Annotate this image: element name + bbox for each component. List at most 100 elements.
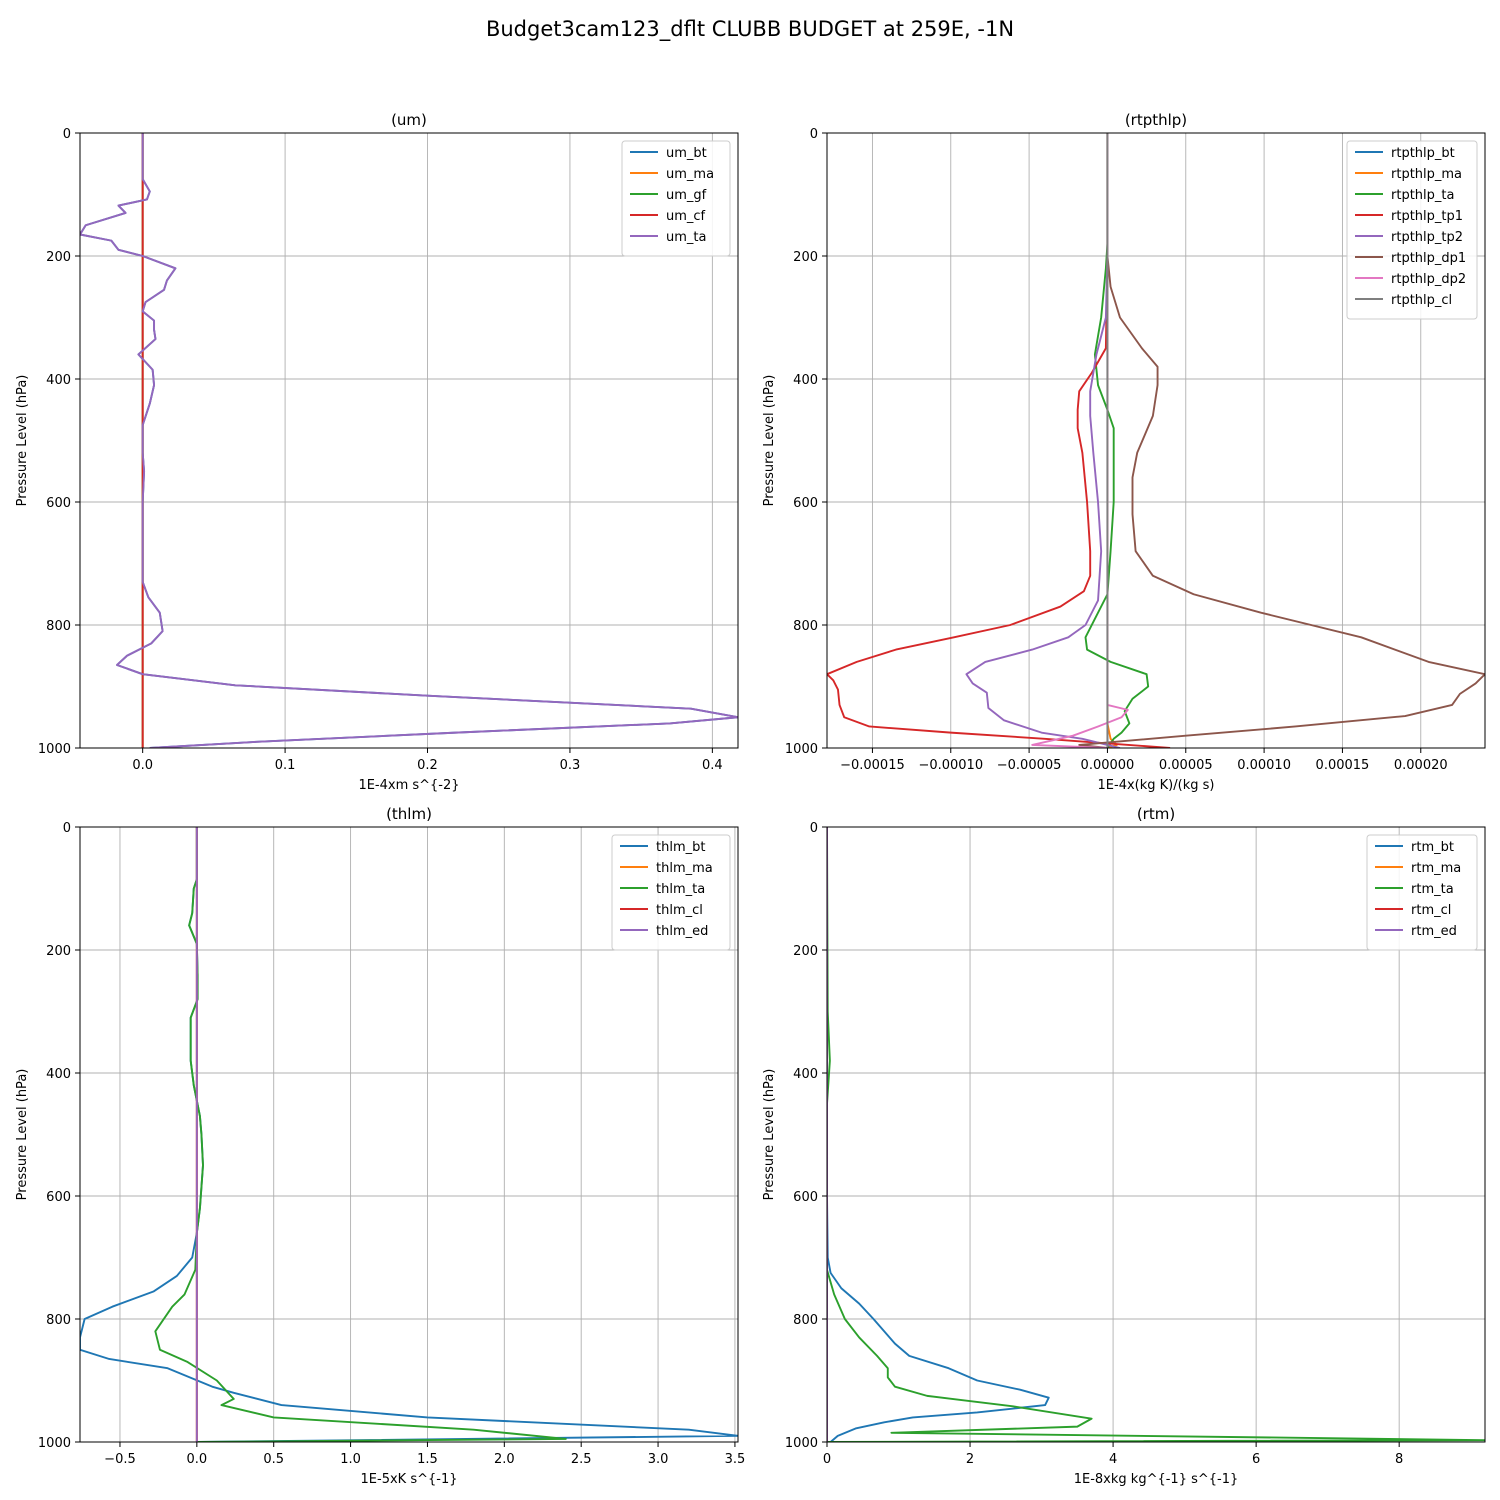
legend-label-rtm_cl: rtm_cl [1411, 903, 1451, 918]
legend-label-rtpthlp_tp1: rtpthlp_tp1 [1391, 209, 1463, 224]
series-lines [80, 133, 738, 748]
legend-box [1366, 834, 1478, 951]
legend-label-rtpthlp_cl: rtpthlp_cl [1391, 293, 1452, 308]
y-tick-label: 400 [46, 1067, 71, 1082]
legend-label-um_cf: um_cf [666, 209, 706, 224]
subplot-title: (thlm) [386, 805, 432, 823]
y-tick-label: 600 [46, 496, 71, 511]
figure-title: Budget3cam123_dflt CLUBB BUDGET at 259E,… [486, 17, 1014, 42]
series-line-rtpthlp_tp1 [827, 133, 1171, 748]
y-axis-label: Pressure Level (hPa) [762, 1069, 777, 1201]
legend-label-rtpthlp_dp1: rtpthlp_dp1 [1391, 251, 1466, 266]
series-line-rtpthlp_tp2 [965, 133, 1121, 748]
legend-label-thlm_cl: thlm_cl [656, 903, 703, 918]
legend-label-rtm_ed: rtm_ed [1411, 924, 1457, 939]
series-lines [827, 827, 1485, 1442]
y-axis-label: Pressure Level (hPa) [15, 375, 30, 507]
x-tick-label: 0.5 [263, 1452, 284, 1467]
legend: thlm_bt thlm_ma thlm_ta thlm_cl thlm_ed [611, 834, 731, 951]
legend-box [1346, 140, 1478, 320]
y-tick-label: 600 [46, 1190, 71, 1205]
x-tick-label: −0.00015 [840, 758, 905, 773]
y-tick-label: 800 [793, 1313, 818, 1328]
legend-label-rtpthlp_ta: rtpthlp_ta [1391, 188, 1454, 203]
x-tick-label: 6 [1252, 1452, 1260, 1467]
x-tick-label: −0.5 [104, 1452, 136, 1467]
legend-label-um_ma: um_ma [666, 167, 714, 182]
legend: um_bt um_ma um_gf um_cf um_ta [621, 140, 731, 257]
x-tick-label: 2.5 [571, 1452, 592, 1467]
x-tick-label: 0.00005 [1159, 758, 1213, 773]
series-line-rtpthlp_dp1 [1078, 133, 1485, 748]
y-tick-label: 1000 [785, 742, 818, 757]
legend-label-rtpthlp_ma: rtpthlp_ma [1391, 167, 1462, 182]
y-axis-label: Pressure Level (hPa) [15, 1069, 30, 1201]
series-lines [827, 133, 1485, 748]
x-tick-label: 0.00020 [1394, 758, 1448, 773]
series-line-um_ta [80, 133, 738, 748]
x-tick-label: 2.0 [494, 1452, 515, 1467]
axes-frame [79, 826, 739, 1443]
series-line-rtm_bt [827, 827, 1050, 1442]
series-line-thlm_ta [154, 827, 567, 1442]
y-tick-label: 600 [793, 496, 818, 511]
x-axis-label: 1E-4x(kg K)/(kg s) [1098, 778, 1215, 793]
legend-label-rtpthlp_bt: rtpthlp_bt [1391, 146, 1455, 161]
y-tick-label: 400 [793, 373, 818, 388]
x-tick-label: 1.0 [340, 1452, 361, 1467]
y-tick-label: 0 [810, 821, 818, 836]
y-tick-label: 800 [793, 619, 818, 634]
x-tick-label: 0.2 [417, 758, 438, 773]
x-tick-label: −0.00010 [918, 758, 983, 773]
x-axis-label: 1E-5xK s^{-1} [361, 1472, 458, 1487]
legend-label-rtm_ma: rtm_ma [1411, 861, 1461, 876]
legend-label-thlm_ta: thlm_ta [656, 882, 705, 897]
x-tick-label: 4 [1109, 1452, 1117, 1467]
x-tick-label: 0.00000 [1081, 758, 1135, 773]
x-axis-label: 1E-8xkg kg^{-1} s^{-1} [1074, 1472, 1239, 1487]
y-tick-label: 0 [63, 127, 71, 142]
x-tick-label: 0 [823, 1452, 831, 1467]
y-tick-label: 1000 [785, 1436, 818, 1451]
x-tick-label: 1.5 [417, 1452, 438, 1467]
x-tick-label: 2 [966, 1452, 974, 1467]
subplot-title: (um) [391, 111, 427, 129]
series-line-rtm_ta [827, 827, 1485, 1442]
axes-frame [79, 132, 739, 749]
x-tick-label: 0.0 [186, 1452, 207, 1467]
y-tick-label: 800 [46, 619, 71, 634]
series-lines [80, 827, 738, 1442]
y-tick-label: 1000 [38, 1436, 71, 1451]
y-tick-label: 200 [793, 944, 818, 959]
legend: rtpthlp_bt rtpthlp_ma rtpthlp_ta rtpthlp_tp… [1346, 140, 1478, 320]
y-tick-label: 0 [810, 127, 818, 142]
x-tick-label: 0.3 [560, 758, 581, 773]
axes-frame [826, 826, 1486, 1443]
y-tick-label: 1000 [38, 742, 71, 757]
x-tick-label: 0.4 [702, 758, 723, 773]
x-tick-label: 3.0 [648, 1452, 669, 1467]
x-tick-label: 3.5 [725, 1452, 746, 1467]
legend-box [611, 834, 731, 951]
y-axis-label: Pressure Level (hPa) [762, 375, 777, 507]
x-axis-label: 1E-4xm s^{-2} [358, 778, 459, 793]
legend-label-thlm_ed: thlm_ed [656, 924, 708, 939]
legend-label-rtm_ta: rtm_ta [1411, 882, 1454, 897]
legend-label-um_ta: um_ta [666, 230, 706, 245]
y-tick-label: 200 [46, 250, 71, 265]
legend-box [621, 140, 731, 257]
y-tick-label: 200 [793, 250, 818, 265]
legend-label-thlm_ma: thlm_ma [656, 861, 713, 876]
subplot-rtpthlp: −0.00015 −0.00010 −0.00005 0.00000 0.00005 0.… [762, 111, 1486, 793]
legend-label-thlm_bt: thlm_bt [656, 840, 705, 855]
subplot-thlm: −0.5 0.0 0.5 1.0 1.5 2.0 2.5 3.0 3.5 0 200 400 600 80… [15, 805, 745, 1487]
legend: rtm_bt rtm_ma rtm_ta rtm_cl rtm_ed [1366, 834, 1478, 951]
x-tick-label: 8 [1395, 1452, 1403, 1467]
x-tick-label: 0.00015 [1316, 758, 1370, 773]
subplot-um: 0.0 0.1 0.2 0.3 0.4 0 200 400 600 800 1000 (um) 1E-4… [15, 111, 739, 793]
legend-label-um_gf: um_gf [666, 188, 707, 203]
legend-label-rtm_bt: rtm_bt [1411, 840, 1454, 855]
subplot-grid: 0.0 0.1 0.2 0.3 0.402004006008001000(um)1E-4… [15, 111, 1486, 1487]
